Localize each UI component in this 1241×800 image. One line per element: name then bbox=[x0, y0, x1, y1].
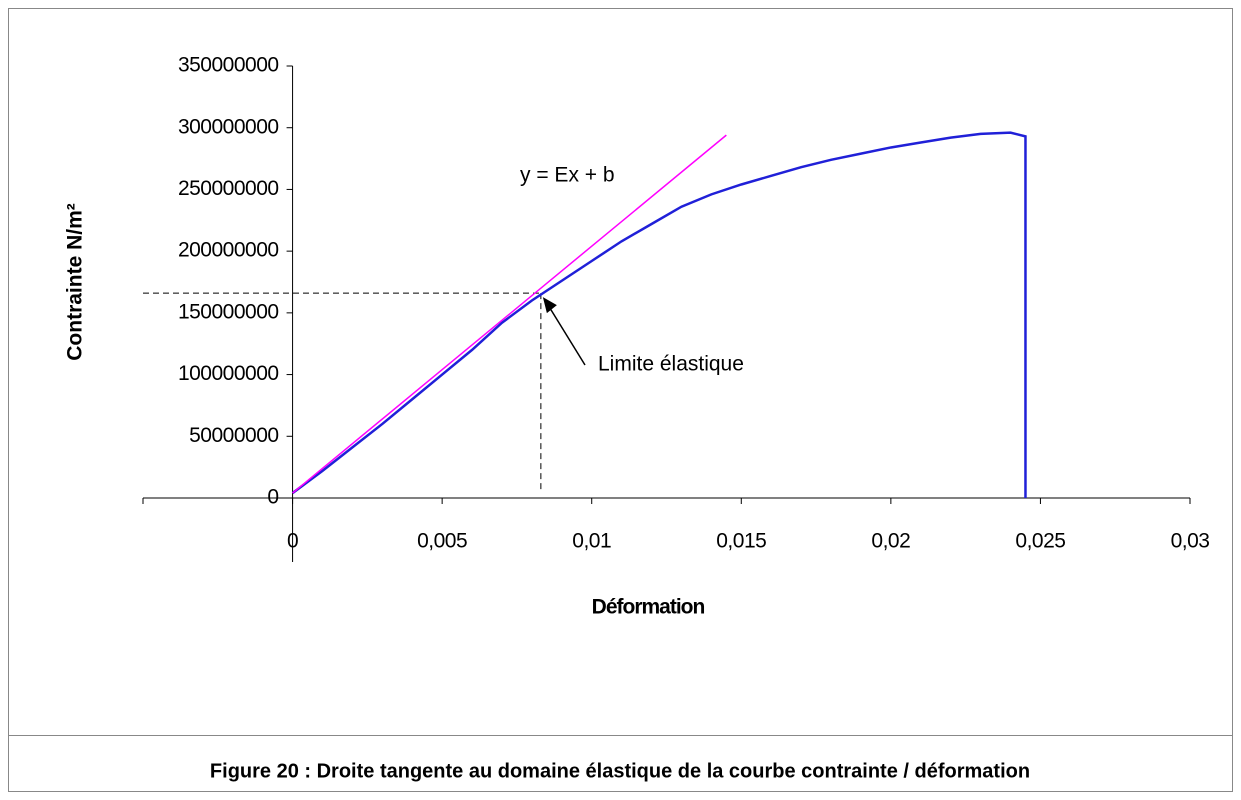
y-axis-title: Contrainte N/m² bbox=[64, 203, 87, 361]
y-tick-label: 350000000 bbox=[178, 54, 279, 77]
x-tick-label: 0,015 bbox=[716, 530, 766, 553]
data-line bbox=[292, 134, 727, 494]
tangent-label: y = Ex + b bbox=[520, 164, 615, 187]
x-tick-label: 0,005 bbox=[417, 530, 467, 553]
limit-label: Limite élastique bbox=[598, 353, 744, 376]
data-line bbox=[291, 131, 1027, 498]
x-tick-label: 0,01 bbox=[572, 530, 611, 553]
caption: Figure 20 : Droite tangente au domaine é… bbox=[210, 760, 1030, 782]
y-tick-label: 0 bbox=[267, 486, 278, 509]
limit-arrowhead bbox=[542, 297, 557, 314]
y-tick-label: 150000000 bbox=[178, 300, 279, 323]
frame bbox=[8, 8, 1233, 792]
y-tick-label: 100000000 bbox=[178, 362, 279, 385]
y-tick-label: 50000000 bbox=[189, 424, 278, 447]
y-tick-label: 250000000 bbox=[178, 177, 279, 200]
x-tick-label: 0,02 bbox=[871, 530, 910, 553]
x-axis-title: Déformation bbox=[592, 596, 705, 619]
limit-arrow bbox=[546, 302, 586, 366]
x-tick-label: 0 bbox=[287, 530, 298, 553]
y-tick-label: 300000000 bbox=[178, 115, 279, 138]
x-tick-label: 0,025 bbox=[1015, 530, 1065, 553]
y-tick-label: 200000000 bbox=[178, 239, 279, 262]
x-tick-label: 0,03 bbox=[1171, 530, 1210, 553]
